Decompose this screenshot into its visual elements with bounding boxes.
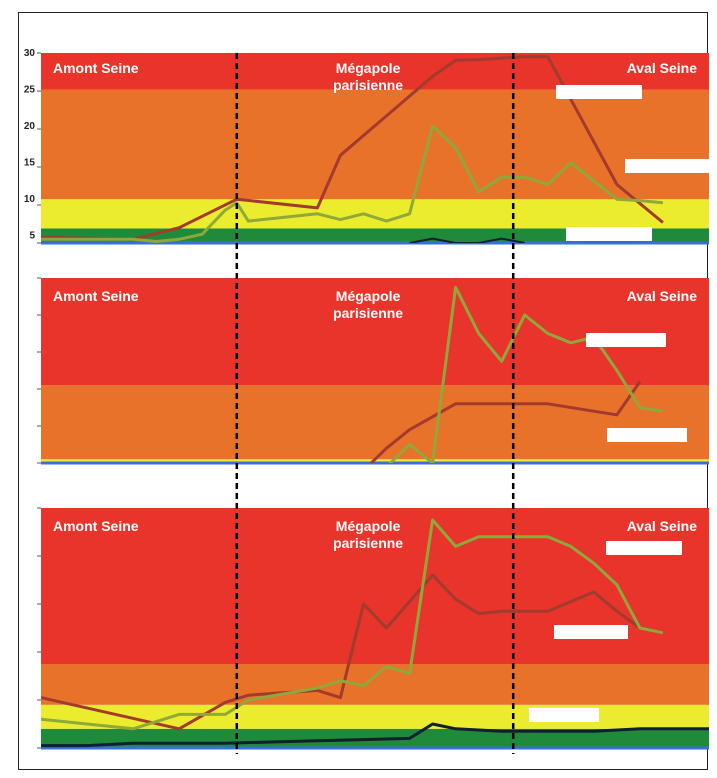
region-label-center: parisienne [333, 305, 403, 321]
legend-box [606, 541, 682, 555]
band-red [41, 278, 709, 386]
region-label-left: Amont Seine [53, 60, 139, 76]
series-line-brown [369, 380, 642, 463]
legend-box [529, 708, 599, 722]
region-label-center: Mégapole [336, 60, 401, 76]
band-orange [41, 385, 709, 460]
region-label-center: Mégapole [336, 288, 401, 304]
series-line-olive [41, 518, 664, 731]
band-red [41, 53, 709, 90]
legend-box [607, 428, 687, 442]
legend-box [556, 85, 642, 99]
series-line-dark [41, 722, 709, 748]
legend-box [566, 227, 652, 241]
region-label-center: parisienne [333, 77, 403, 93]
series-group [41, 55, 664, 243]
band-green [41, 228, 709, 243]
series-line-brown [41, 573, 664, 731]
series-line-brown [41, 55, 664, 241]
y-tick-label: 25 [24, 85, 36, 96]
figure-frame: 5 10 15 20 25 30 Amont Seine Mégapole parisienne… [18, 12, 711, 770]
y-tick-label: 15 [24, 158, 36, 169]
region-label-left: Amont Seine [53, 518, 139, 534]
y-tick-label: 20 [24, 121, 36, 132]
region-label-left: Amont Seine [53, 288, 139, 304]
region-label-center: Mégapole [336, 518, 401, 534]
series-line-olive [41, 124, 664, 243]
series-group [41, 518, 709, 748]
band-orange [41, 664, 709, 705]
region-label-right: Aval Seine [627, 60, 698, 76]
band-orange [41, 89, 709, 200]
band-yellow [41, 199, 709, 229]
series-line-dark [409, 237, 525, 243]
y-tick-label: 30 [24, 48, 36, 59]
y-tick-label: 10 [24, 194, 36, 205]
legend-box [625, 159, 711, 173]
region-label-right: Aval Seine [627, 518, 698, 534]
chart-panel-1: 5 10 15 20 25 30 Amont Seine Mégapoleparisienne… [24, 48, 711, 245]
y-tick-label: 5 [29, 231, 35, 242]
legend-box [554, 625, 628, 639]
legend-box [586, 333, 666, 347]
region-label-right: Aval Seine [627, 288, 698, 304]
region-label-center: parisienne [333, 535, 403, 551]
